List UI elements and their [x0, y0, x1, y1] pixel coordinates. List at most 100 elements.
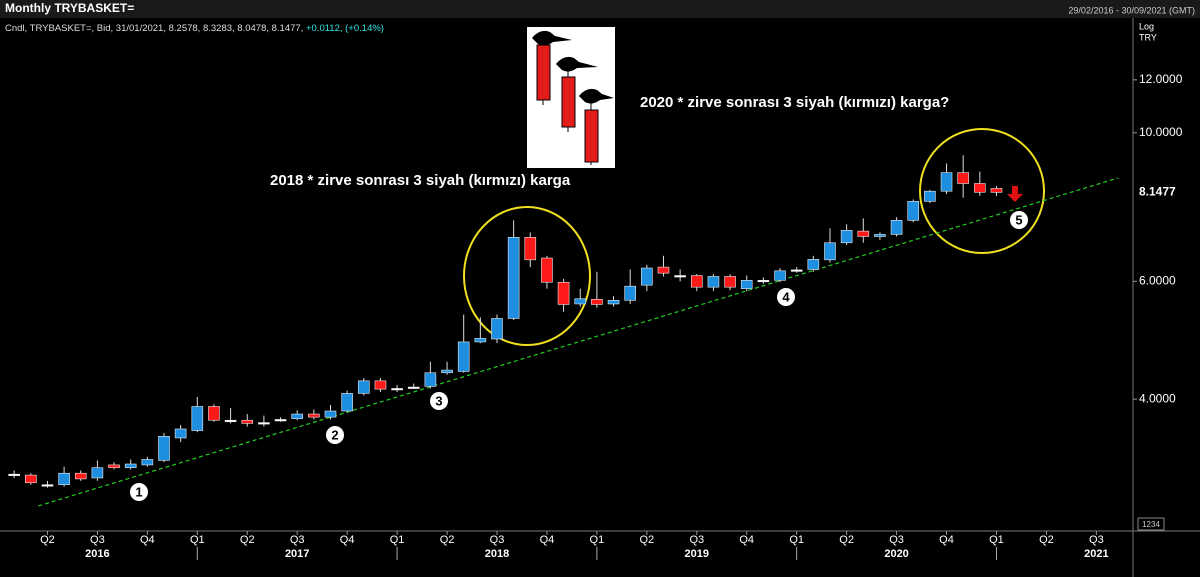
scale-label: Log — [1139, 21, 1154, 31]
y-tick-label: 12.0000 — [1139, 72, 1183, 86]
candle-body — [258, 422, 270, 425]
candle-body — [124, 463, 137, 468]
candle-body — [857, 230, 870, 237]
info: Cndl, TRYBASKET=, Bid, 31/01/2021, 8.257… — [5, 23, 306, 34]
corner-label: 1234 — [1142, 520, 1160, 529]
candle-body — [441, 369, 453, 374]
candle-body — [524, 237, 537, 261]
x-tick-label: Q3 — [490, 534, 505, 546]
currency: TRY — [1139, 32, 1157, 42]
candle-body — [757, 280, 770, 283]
candle-body — [541, 257, 553, 283]
candle-body — [291, 413, 303, 419]
candle-body — [41, 484, 54, 487]
x-tick-label: Q1 — [789, 534, 804, 546]
candle-body — [241, 419, 254, 424]
candle-body — [557, 281, 570, 305]
highlight-circle — [919, 128, 1045, 254]
corner-box — [1137, 517, 1165, 531]
x-tick-label: Q3 — [689, 534, 704, 546]
candle-body — [740, 280, 753, 289]
candle-body — [174, 428, 187, 439]
x-tick-label: Q2 — [639, 534, 654, 546]
marker-label: 2 — [331, 427, 338, 442]
candle-body — [374, 380, 387, 390]
change: +0.0112, (+0.14%) — [306, 23, 384, 34]
x-tick-label: Q2 — [40, 534, 55, 546]
candle-body — [91, 467, 104, 479]
year-label: 2019 — [685, 548, 709, 560]
candle-body — [191, 406, 204, 431]
candle-body — [391, 388, 403, 391]
candle-body — [424, 372, 437, 387]
candle-body — [8, 473, 20, 476]
marker-circle — [777, 288, 795, 306]
year-label: 2018 — [485, 548, 509, 560]
candle-body — [957, 172, 969, 184]
candle-body — [690, 275, 703, 288]
highlight-circle — [463, 206, 591, 346]
candle-body — [807, 259, 820, 270]
candle-body — [208, 406, 220, 421]
candle-body — [724, 276, 736, 288]
marker-circle — [130, 483, 148, 501]
info-line: Cndl, TRYBASKET=, Bid, 31/01/2021, 8.257… — [5, 23, 384, 34]
candle-body — [657, 266, 670, 274]
candle-body — [974, 183, 986, 193]
candle-body — [707, 276, 720, 288]
year-label: 2016 — [85, 548, 109, 560]
candle-body — [641, 267, 653, 286]
x-tick-label: Q3 — [90, 534, 105, 546]
x-tick-label: Q4 — [140, 534, 155, 546]
marker-label: 3 — [435, 393, 442, 408]
y-tick-label: 6.0000 — [1139, 273, 1176, 287]
x-tick-label: Q3 — [889, 534, 904, 546]
candle-body — [774, 270, 786, 281]
candle-body — [624, 285, 636, 301]
date-range: 29/02/2016 - 30/09/2021 (GMT) — [1068, 5, 1195, 15]
candle-body — [890, 220, 903, 235]
candle-body — [224, 419, 237, 423]
candle-body — [357, 380, 370, 394]
x-tick-label: Q1 — [989, 534, 1004, 546]
candle-body — [158, 436, 170, 461]
marker-circle — [430, 392, 448, 410]
candle-body — [874, 234, 886, 237]
x-tick-label: Q2 — [440, 534, 455, 546]
candle-body — [924, 190, 936, 202]
crow-picture — [527, 27, 615, 168]
x-tick-label: Q4 — [540, 534, 555, 546]
candle-body — [907, 201, 920, 221]
down-arrow — [1007, 186, 1023, 202]
x-tick-label: Q1 — [390, 534, 405, 546]
annotation: 2018 * zirve sonrası 3 siyah (kırmızı) k… — [270, 172, 571, 189]
title-bar — [0, 0, 1200, 18]
candle-body — [990, 188, 1003, 193]
x-tick-label: Q3 — [290, 534, 305, 546]
candle-body — [474, 338, 487, 343]
candle-body — [274, 419, 287, 422]
x-tick-label: Q1 — [590, 534, 605, 546]
candle-body — [607, 300, 620, 305]
chart-title: Monthly TRYBASKET= — [5, 1, 134, 15]
annotation: 2020 * zirve sonrası 3 siyah (kırmızı) k… — [640, 94, 949, 111]
year-label: 2020 — [884, 548, 908, 560]
candle-body — [574, 298, 587, 305]
candle-body — [324, 410, 337, 418]
marker-circle — [326, 426, 344, 444]
x-tick-label: Q2 — [839, 534, 854, 546]
candle-body — [141, 459, 154, 466]
candle-body — [591, 298, 603, 305]
candle-body — [74, 472, 87, 480]
y-tick-label: 4.0000 — [1139, 391, 1176, 405]
candle-body — [507, 237, 520, 319]
x-tick-label: Q3 — [1089, 534, 1104, 546]
trend-line — [38, 177, 1119, 507]
last-value-box — [1134, 184, 1192, 201]
year-label: 2021 — [1084, 548, 1108, 560]
x-tick-label: Q2 — [240, 534, 255, 546]
candle-body — [940, 172, 953, 192]
last-value-label: 8.1477 — [1139, 185, 1176, 199]
marker-label: 1 — [135, 484, 142, 499]
